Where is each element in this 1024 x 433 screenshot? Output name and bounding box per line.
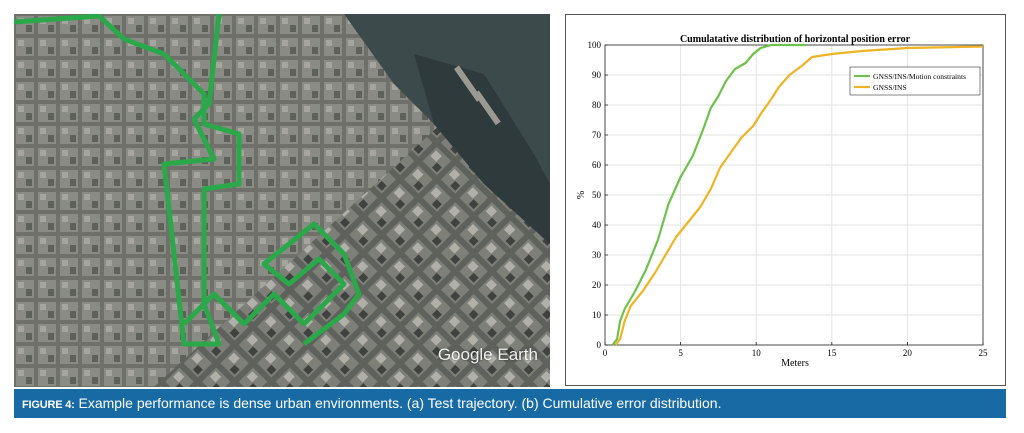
y-tick-label: 50 <box>592 190 602 200</box>
x-tick-label: 0 <box>603 348 608 358</box>
x-tick-label: 25 <box>979 348 989 358</box>
test-trajectory-route <box>14 14 242 347</box>
y-tick-label: 60 <box>592 160 602 170</box>
google-earth-watermark: Google Earth <box>437 345 538 364</box>
x-tick-label: 5 <box>678 348 683 358</box>
x-tick-label: 10 <box>752 348 762 358</box>
y-tick-label: 70 <box>592 130 602 140</box>
y-tick-label: 0 <box>597 340 602 350</box>
legend-box <box>849 66 981 96</box>
x-tick-label: 20 <box>903 348 913 358</box>
legend-label-0: GNSS/INS/Motion constraints <box>873 72 966 81</box>
y-tick-label: 90 <box>592 70 602 80</box>
test-trajectory-loop <box>182 221 362 346</box>
y-axis-label: % <box>576 191 587 199</box>
y-tick-label: 80 <box>592 100 602 110</box>
chart-panel: Cumulatative distribution of horizontal … <box>565 14 1006 386</box>
figure-caption: FIGURE 4: Example performance is dense u… <box>14 389 1006 418</box>
pier <box>454 65 482 102</box>
caption-text: Example performance is dense urban envir… <box>74 395 722 411</box>
chart-title: Cumulatative distribution of horizontal … <box>680 34 911 45</box>
cdf-chart: Cumulatative distribution of horizontal … <box>576 34 989 369</box>
y-tick-label: 30 <box>592 250 602 260</box>
caption-label: FIGURE 4: <box>22 399 75 411</box>
map-panel: Google Earth <box>14 14 550 387</box>
x-axis-label: Meters <box>781 358 809 369</box>
x-tick-label: 15 <box>827 348 837 358</box>
aerial-map <box>14 14 550 387</box>
bay-water-deep <box>414 54 550 244</box>
series-line-0 <box>611 43 807 346</box>
series-line-1 <box>614 45 984 346</box>
pier <box>474 90 501 126</box>
y-tick-label: 40 <box>592 220 602 230</box>
y-tick-label: 10 <box>592 310 602 320</box>
y-tick-label: 100 <box>588 40 602 50</box>
y-tick-label: 20 <box>592 280 602 290</box>
legend-label-1: GNSS/INS <box>873 83 907 92</box>
